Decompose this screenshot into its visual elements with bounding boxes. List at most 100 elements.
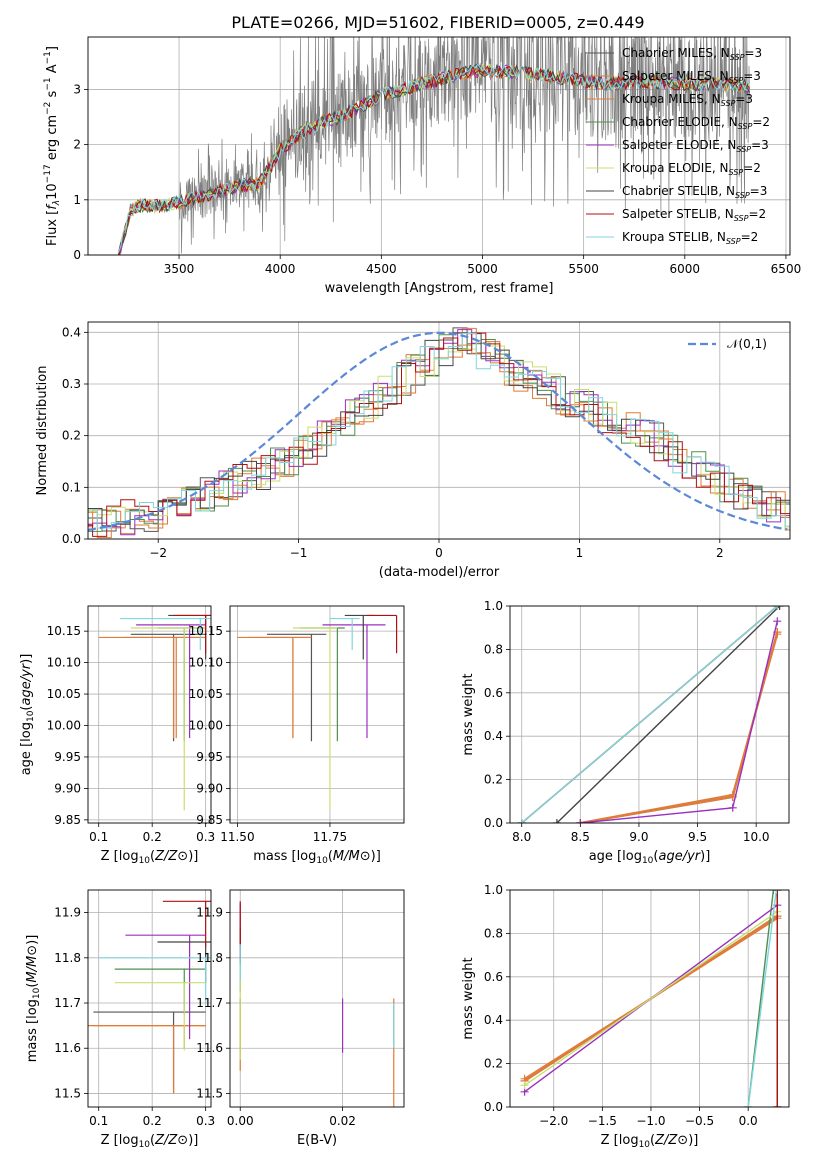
y-tick-label: 11.5	[54, 1086, 81, 1100]
y-tick-label: 10.00	[47, 719, 81, 733]
point-kroupa-stelib	[772, 890, 781, 894]
histogram-kroupa-stelib	[88, 333, 790, 529]
legend-entry-salpeter-elodie-n-ssp-3: Salpeter ELODIE, NSSP=3	[622, 138, 769, 154]
label-part: =3	[744, 46, 762, 60]
grid	[88, 606, 211, 823]
label-part: )]	[688, 1133, 698, 1148]
y-tick-label: 10.10	[47, 656, 81, 670]
point-kroupa-stelib	[517, 819, 526, 823]
grid	[230, 890, 404, 1107]
label-part: Z/Z⊙	[654, 1133, 688, 1148]
label-part: SSP	[729, 168, 744, 177]
series-chabrier-miles	[580, 631, 779, 823]
panel-age-vs-Z: 0.1 0.2 0.3 9.85 9.90 9.95 10.00 10.05 10.10 10.1…	[19, 605, 215, 866]
label-part: Salpeter ELODIE, N	[622, 138, 736, 152]
histogram-kroupa-miles	[88, 327, 790, 539]
panel-mass-weight-vs-age: 8.0 8.5 9.0 9.5 10.0 0.0 0.2 0.4 0.6 0.8 1.0 age [l…	[461, 599, 790, 866]
point-salpeter-elodie	[576, 819, 585, 823]
point-kroupa-stelib	[744, 1103, 753, 1107]
y-tick-label: 3	[73, 82, 81, 96]
series-chabrier-stelib	[556, 606, 781, 823]
series-kroupa-elodie	[524, 911, 778, 1086]
histogram-salpeter-miles	[88, 341, 790, 535]
point-kroupa-stelib	[773, 606, 782, 610]
x-tick-label: −1.5	[588, 1114, 617, 1128]
label-part: A	[45, 64, 60, 77]
label-part: Z [log	[101, 1133, 139, 1148]
series-kroupa-stelib	[521, 606, 778, 823]
label-part: 10	[26, 710, 36, 722]
y-tick-label: 0.2	[484, 1057, 503, 1071]
point-salpeter-stelib	[773, 1103, 782, 1107]
label-part: Kroupa MILES, N	[622, 92, 721, 106]
point-chabrier-elodie	[769, 890, 778, 894]
y-tick-label: 0.6	[484, 686, 503, 700]
x-tick-label: 0.3	[196, 830, 215, 844]
label-part: 10	[642, 856, 654, 866]
x-tick-label: 9.0	[629, 830, 648, 844]
figure-title: PLATE=0266, MJD=51602, FIBERID=0005, z=0…	[231, 13, 644, 32]
y-tick-label: 0.0	[484, 816, 503, 830]
label-part: −1	[43, 77, 53, 90]
y-tick-label: 2	[73, 138, 81, 152]
x-tick-label: 0.3	[196, 1114, 215, 1128]
histogram-salpeter-elodie	[88, 329, 790, 536]
x-tick-label: 8.0	[512, 830, 531, 844]
label-part: Salpeter STELIB, N	[622, 207, 734, 221]
grid	[88, 37, 790, 256]
label-part: 10	[32, 987, 42, 999]
axes-frame	[87, 889, 212, 1108]
y-tick-label: 11.7	[196, 996, 223, 1010]
y-tick-label: 11.6	[196, 1041, 223, 1055]
axes-frame	[87, 321, 791, 540]
label-part: )]	[25, 935, 40, 945]
x-tick-label: 6000	[670, 262, 701, 276]
y-tick-label: 10.15	[47, 624, 81, 638]
label-part: Z [log	[101, 849, 139, 864]
label-part: Z [log	[601, 1133, 639, 1148]
label-part: SSP	[721, 99, 736, 108]
y-axis-label: mass weight	[461, 673, 476, 755]
y-tick-label: 9.95	[54, 750, 81, 764]
axes-frame	[229, 889, 405, 1108]
label-part: −1	[43, 51, 53, 64]
label-part: SSP	[730, 53, 745, 62]
x-tick-label: 0.1	[89, 1114, 108, 1128]
label-part: 10	[139, 1140, 151, 1150]
legend-entry-chabrier-stelib-n-ssp-3: Chabrier STELIB, NSSP=3	[622, 184, 767, 200]
label-part: s	[45, 90, 60, 101]
legend-entry-salpeter-stelib-n-ssp-2: Salpeter STELIB, NSSP=2	[622, 207, 766, 223]
label-part: (	[328, 849, 333, 864]
label-part: age/yr	[658, 849, 701, 864]
y-tick-label: 0.8	[484, 642, 503, 656]
y-tick-label: 1.0	[484, 599, 503, 613]
y-tick-label: 0.1	[62, 480, 81, 494]
x-axis-label: E(B-V)	[297, 1133, 337, 1148]
label-part: age [log	[19, 722, 34, 775]
y-tick-label: 9.90	[54, 781, 81, 795]
label-part: Flux [	[45, 210, 60, 246]
x-tick-label: 5500	[568, 262, 599, 276]
y-tick-label: 0.0	[62, 532, 81, 546]
y-tick-label: 0.3	[62, 377, 81, 391]
label-part: )]	[188, 849, 198, 864]
axes-frame	[229, 605, 405, 824]
axes-frame	[87, 605, 212, 824]
y-tick-label: 9.85	[54, 813, 81, 827]
label-part: =2	[748, 207, 766, 221]
label-part: =2	[752, 115, 770, 129]
x-axis-label: Z [log10(Z/Z⊙)]	[601, 1133, 699, 1150]
model-spectrum-kroupa-stelib-n-ssp-2	[117, 63, 750, 254]
y-tick-label: 11.8	[196, 951, 223, 965]
histogram-salpeter-stelib	[88, 332, 790, 537]
plot-area	[98, 614, 211, 811]
chart-panels: 3500 4000 4500 5000 5500 6000 6500 0 1 2 3 Chabrier…	[19, 36, 801, 1150]
label-part: Kroupa ELODIE, N	[622, 161, 729, 175]
label-part: erg cm	[45, 115, 60, 164]
plot-area	[239, 901, 395, 1107]
y-tick-label: 0	[73, 248, 81, 262]
legend-entry-normal: 𝒩(0,1)	[727, 337, 767, 351]
x-axis-label: (data-model)/error	[379, 565, 500, 580]
x-axis-label: age [log10(age/yr)]	[589, 849, 711, 866]
